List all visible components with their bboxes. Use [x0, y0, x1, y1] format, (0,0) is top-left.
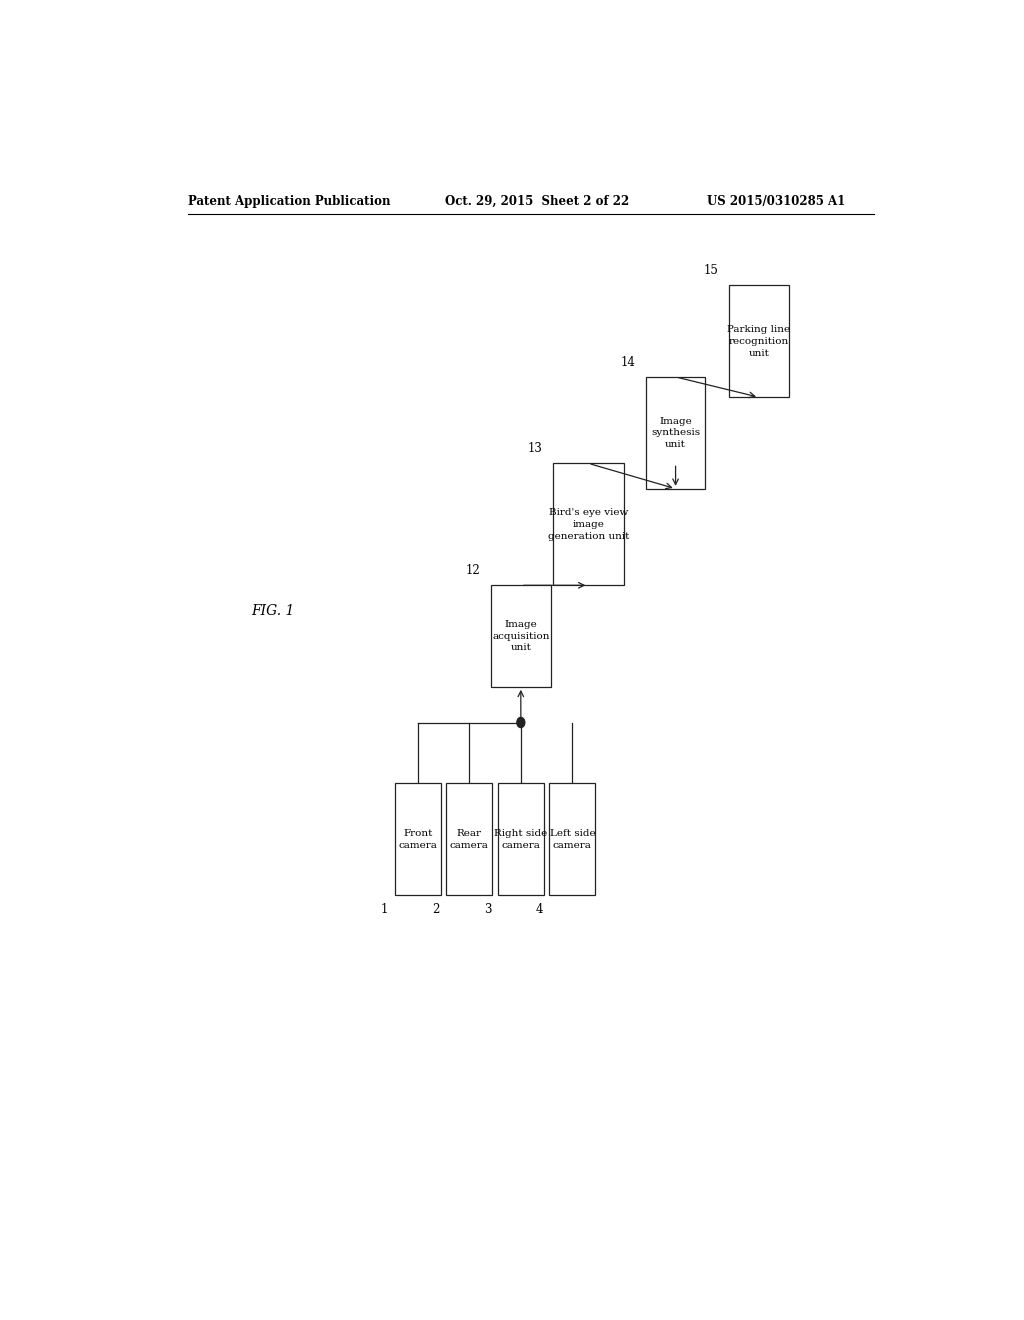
- Bar: [498, 784, 544, 895]
- Text: Right side
camera: Right side camera: [495, 829, 548, 850]
- Text: 13: 13: [527, 442, 543, 455]
- Text: Front
camera: Front camera: [398, 829, 437, 850]
- Bar: [394, 784, 440, 895]
- Bar: [729, 285, 788, 397]
- Text: Left side
camera: Left side camera: [550, 829, 595, 850]
- Text: US 2015/0310285 A1: US 2015/0310285 A1: [708, 194, 846, 207]
- Text: Image
synthesis
unit: Image synthesis unit: [651, 417, 700, 449]
- Bar: [550, 784, 595, 895]
- Text: Bird's eye view
image
generation unit: Bird's eye view image generation unit: [548, 508, 629, 541]
- Bar: [553, 463, 624, 585]
- Text: Parking line
recognition
unit: Parking line recognition unit: [727, 325, 791, 358]
- Text: Rear
camera: Rear camera: [450, 829, 488, 850]
- Text: 4: 4: [536, 903, 543, 916]
- Bar: [492, 585, 551, 686]
- Text: 3: 3: [484, 903, 492, 916]
- Text: Oct. 29, 2015  Sheet 2 of 22: Oct. 29, 2015 Sheet 2 of 22: [445, 194, 630, 207]
- Text: 1: 1: [381, 903, 388, 916]
- Text: 2: 2: [432, 903, 440, 916]
- Circle shape: [517, 718, 524, 727]
- Text: Patent Application Publication: Patent Application Publication: [187, 194, 390, 207]
- Bar: [446, 784, 493, 895]
- Text: 12: 12: [466, 564, 480, 577]
- Text: 15: 15: [703, 264, 719, 277]
- Text: 14: 14: [621, 356, 636, 368]
- Text: Image
acquisition
unit: Image acquisition unit: [493, 620, 550, 652]
- Text: FIG. 1: FIG. 1: [251, 603, 294, 618]
- Bar: [646, 378, 706, 488]
